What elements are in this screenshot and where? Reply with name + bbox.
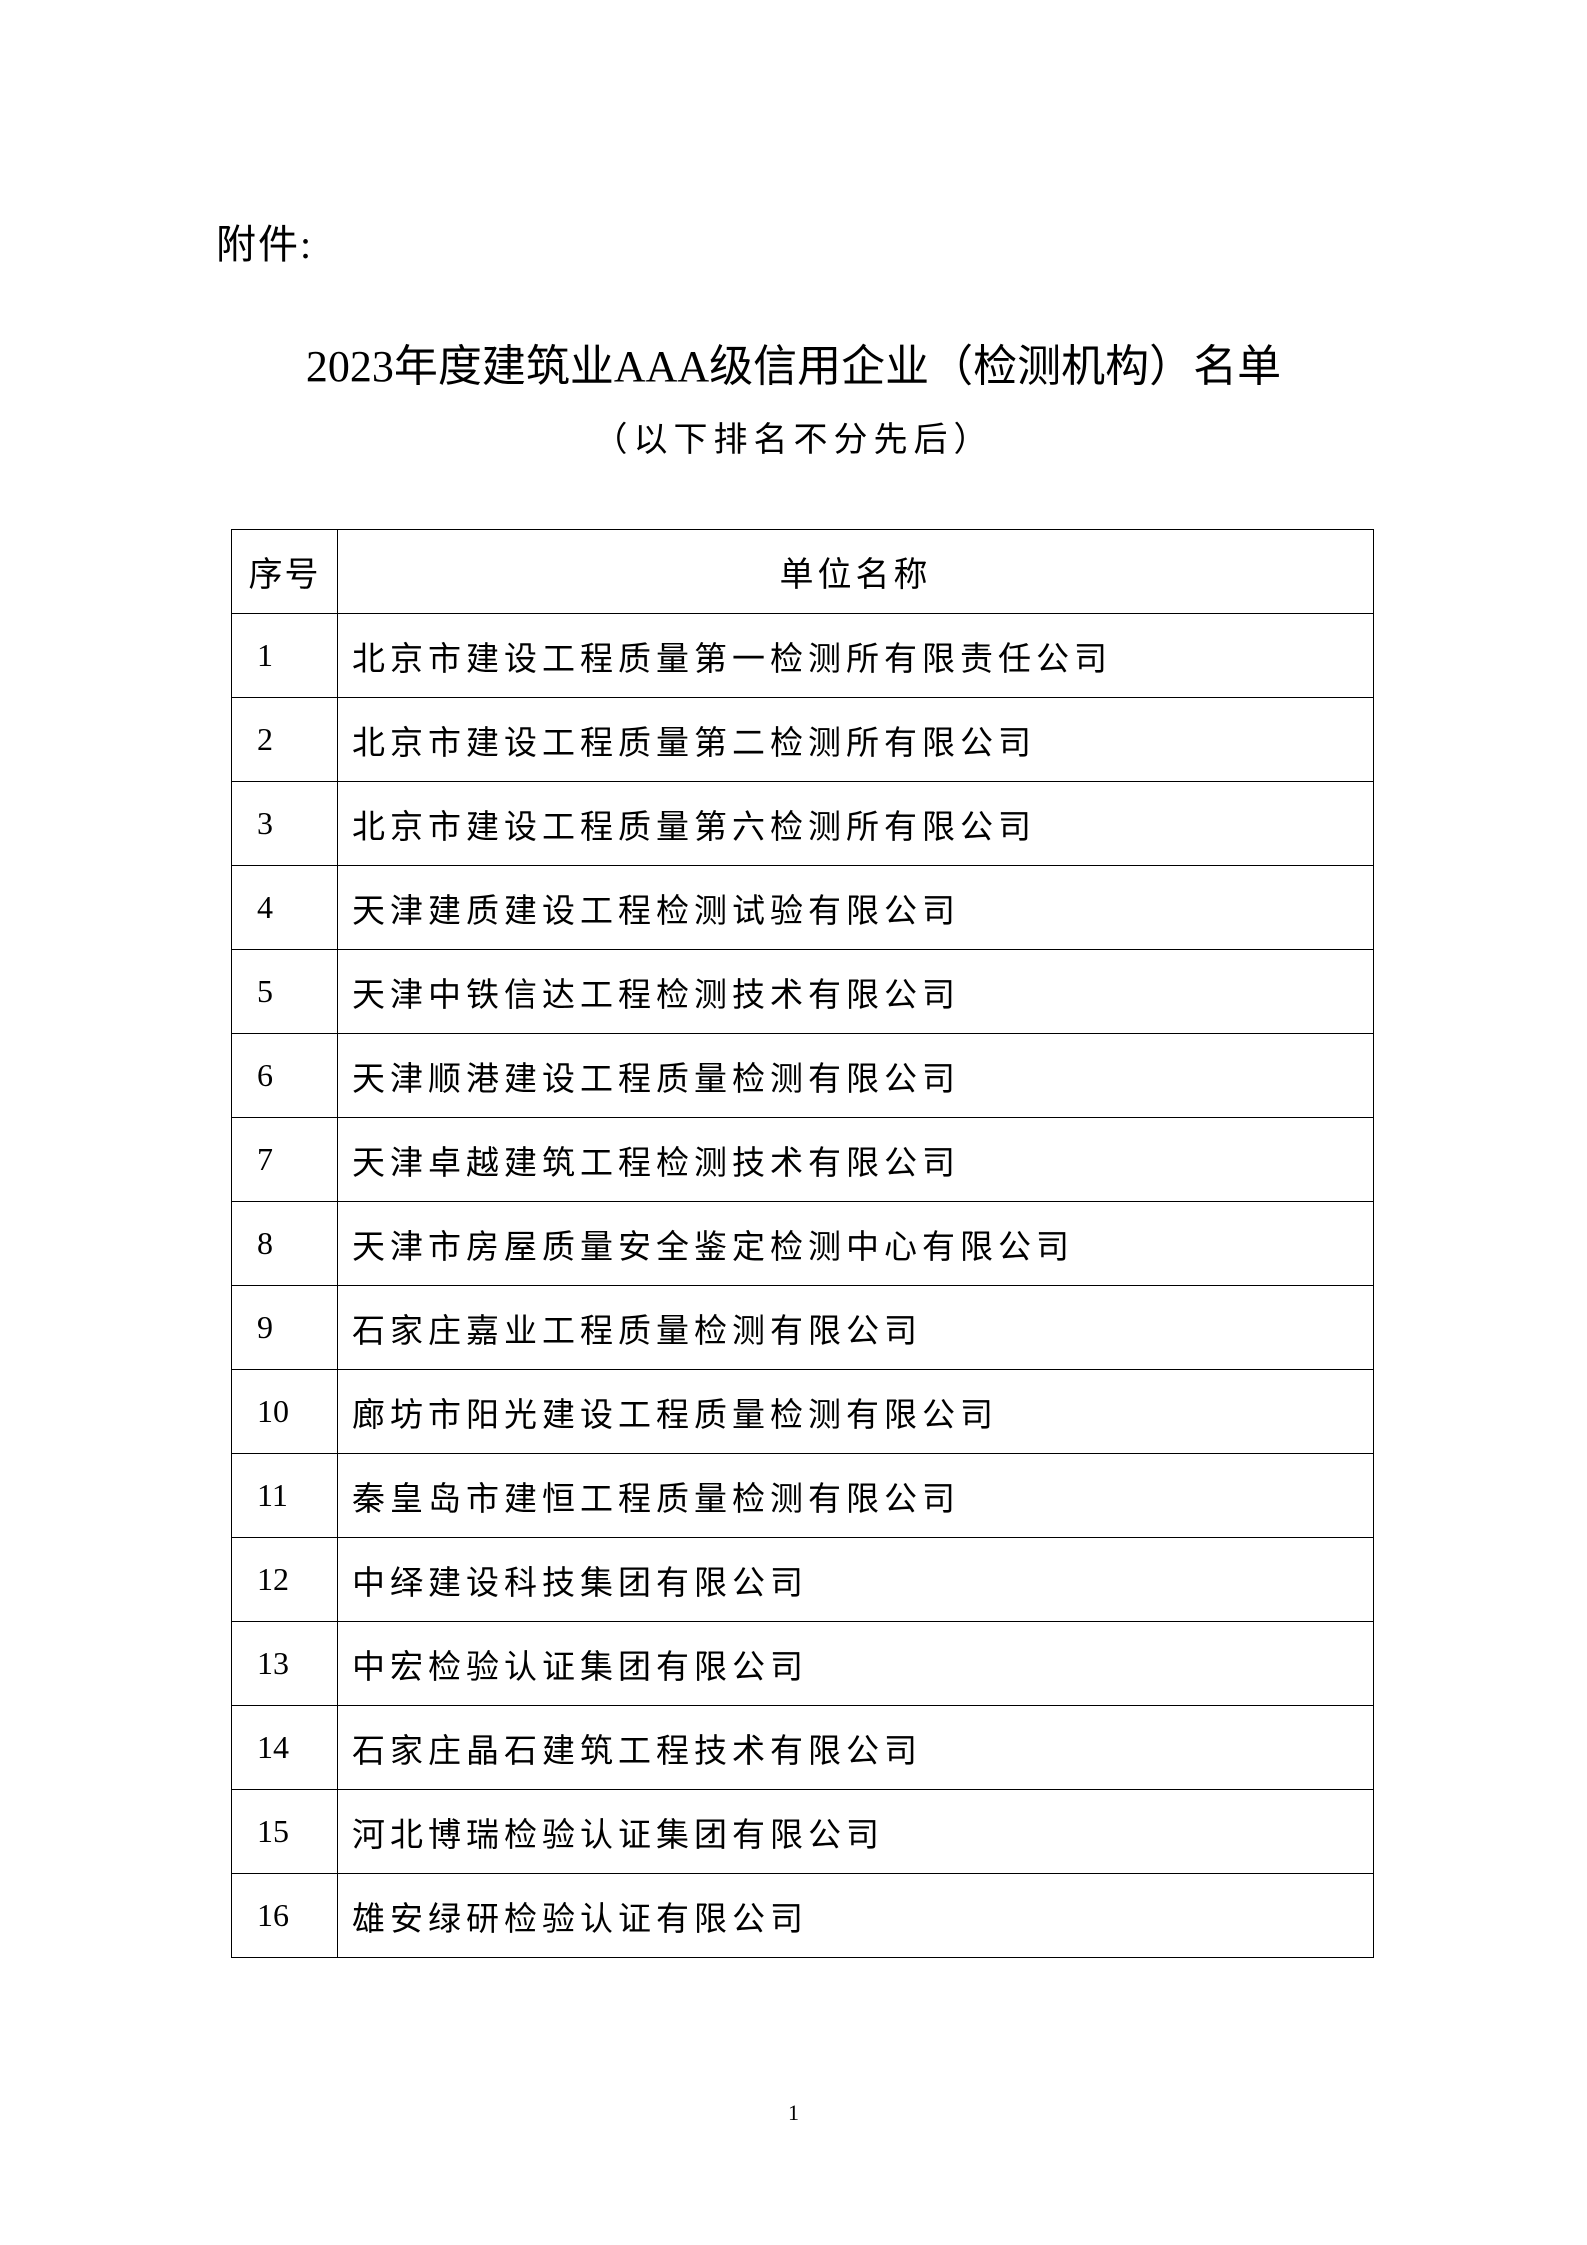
company-name: 雄安绿研检验认证有限公司 [337,1873,1374,1958]
table-row: 7 天津卓越建筑工程检测技术有限公司 [231,1117,1374,1202]
table-row: 13 中宏检验认证集团有限公司 [231,1621,1374,1706]
company-name: 北京市建设工程质量第六检测所有限公司 [337,781,1374,866]
table-row: 12 中绎建设科技集团有限公司 [231,1537,1374,1622]
company-name: 天津市房屋质量安全鉴定检测中心有限公司 [337,1201,1374,1286]
row-number: 1 [231,613,338,698]
row-number: 16 [231,1873,338,1958]
table-row: 14 石家庄晶石建筑工程技术有限公司 [231,1705,1374,1790]
row-number: 12 [231,1537,338,1622]
table-row: 16 雄安绿研检验认证有限公司 [231,1873,1374,1958]
company-name: 天津卓越建筑工程检测技术有限公司 [337,1117,1374,1202]
row-number: 9 [231,1285,338,1370]
company-name: 中绎建设科技集团有限公司 [337,1537,1374,1622]
company-name: 中宏检验认证集团有限公司 [337,1621,1374,1706]
company-name: 石家庄嘉业工程质量检测有限公司 [337,1285,1374,1370]
company-name: 天津中铁信达工程检测技术有限公司 [337,949,1374,1034]
row-number: 8 [231,1201,338,1286]
company-name: 天津建质建设工程检测试验有限公司 [337,865,1374,950]
page-number: 1 [788,2100,799,2125]
table-row: 9 石家庄嘉业工程质量检测有限公司 [231,1285,1374,1370]
table-row: 10 廊坊市阳光建设工程质量检测有限公司 [231,1369,1374,1454]
company-name: 北京市建设工程质量第一检测所有限责任公司 [337,613,1374,698]
row-number: 6 [231,1033,338,1118]
row-number: 3 [231,781,338,866]
row-number: 11 [231,1453,338,1538]
row-number: 2 [231,697,338,782]
header-company-name: 单位名称 [337,529,1374,614]
table-header-row: 序号 单位名称 [231,529,1374,614]
row-number: 13 [231,1621,338,1706]
table-row: 8 天津市房屋质量安全鉴定检测中心有限公司 [231,1201,1374,1286]
table-row: 4 天津建质建设工程检测试验有限公司 [231,865,1374,950]
table-row: 6 天津顺港建设工程质量检测有限公司 [231,1033,1374,1118]
company-table: 序号 单位名称 1 北京市建设工程质量第一检测所有限责任公司 2 北京市建设工程质量第… [231,529,1374,1958]
table-row: 1 北京市建设工程质量第一检测所有限责任公司 [231,613,1374,698]
table-row: 3 北京市建设工程质量第六检测所有限公司 [231,781,1374,866]
company-name: 秦皇岛市建恒工程质量检测有限公司 [337,1453,1374,1538]
row-number: 4 [231,865,338,950]
company-name: 廊坊市阳光建设工程质量检测有限公司 [337,1369,1374,1454]
page-subtitle: （以下排名不分先后） [593,422,994,459]
table-row: 2 北京市建设工程质量第二检测所有限公司 [231,697,1374,782]
company-name: 河北博瑞检验认证集团有限公司 [337,1789,1374,1874]
company-name: 石家庄晶石建筑工程技术有限公司 [337,1705,1374,1790]
header-number: 序号 [231,529,338,614]
table-row: 5 天津中铁信达工程检测技术有限公司 [231,949,1374,1034]
row-number: 10 [231,1369,338,1454]
page-title: 2023年度建筑业AAA级信用企业（检测机构）名单 [305,342,1282,391]
row-number: 14 [231,1705,338,1790]
company-name: 北京市建设工程质量第二检测所有限公司 [337,697,1374,782]
table-row: 11 秦皇岛市建恒工程质量检测有限公司 [231,1453,1374,1538]
row-number: 5 [231,949,338,1034]
table-row: 15 河北博瑞检验认证集团有限公司 [231,1789,1374,1874]
row-number: 15 [231,1789,338,1874]
attachment-label: 附件: [216,222,314,267]
row-number: 7 [231,1117,338,1202]
company-name: 天津顺港建设工程质量检测有限公司 [337,1033,1374,1118]
